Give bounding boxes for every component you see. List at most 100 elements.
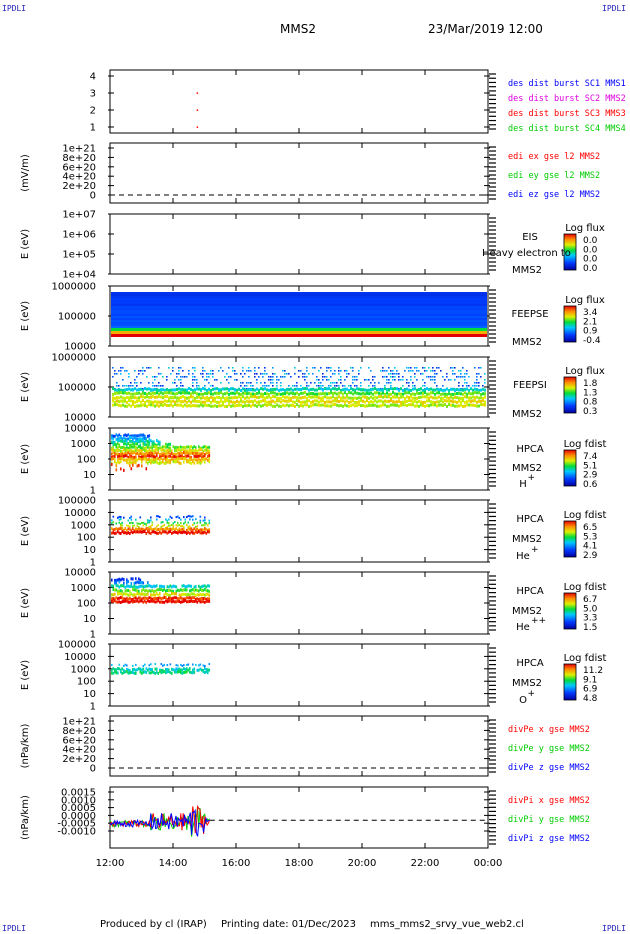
heatmap-cell-hpca-h bbox=[172, 445, 175, 449]
heatmap-cell-feepsi bbox=[132, 388, 134, 392]
heatmap-cell-hpca-he bbox=[177, 515, 179, 518]
heatmap-cell-hpca-h bbox=[139, 445, 142, 449]
heatmap-cell-hpca-he bbox=[195, 518, 197, 521]
heatmap-cell-feepsi bbox=[394, 379, 396, 381]
heatmap-cell-feepsi bbox=[322, 392, 324, 396]
heatmap-cell-feepsi bbox=[468, 403, 470, 407]
heatmap-cell-feepsi bbox=[386, 382, 388, 384]
heatmap-cell-feepsi bbox=[438, 395, 440, 399]
heatmap-cell-hpca-he2 bbox=[117, 597, 119, 601]
heatmap-cell-feepsi bbox=[260, 382, 262, 384]
heatmap-cell-feepsi bbox=[452, 400, 454, 404]
heatmap-cell-hpca-he2 bbox=[174, 596, 176, 600]
heatmap-cell-feepsi bbox=[382, 367, 384, 369]
heatmap-cell-hpca-h bbox=[141, 460, 143, 464]
heatmap-cell-hpca-he2 bbox=[180, 593, 182, 597]
heatmap-cell-feepsi bbox=[448, 379, 450, 381]
heatmap-cell-hpca-he2 bbox=[145, 588, 148, 592]
heatmap-cell-feepsi bbox=[352, 376, 354, 378]
heatmap-cell-hpca-he2 bbox=[124, 597, 127, 601]
heatmap-cell-feepsi bbox=[326, 367, 328, 369]
heatmap-cell-feepsi bbox=[428, 392, 430, 396]
heatmap-cell-hpca-h bbox=[186, 458, 188, 462]
heatmap-cell-hpca-he bbox=[145, 531, 148, 535]
heatmap-cell-hpca-h bbox=[132, 437, 134, 441]
ytick-label-hpca-o: 1 bbox=[90, 702, 96, 713]
heatmap-cell-feepsi bbox=[324, 400, 326, 404]
colorbar-tick-hpca-h: 2.9 bbox=[583, 471, 598, 481]
heatmap-cell-hpca-he bbox=[162, 525, 164, 528]
heatmap-cell-hpca-h bbox=[180, 454, 182, 458]
heatmap-cell-feepsi bbox=[354, 388, 356, 392]
heatmap-cell-feepsi bbox=[364, 379, 366, 381]
heatmap-cell-feepsi bbox=[340, 399, 342, 403]
heatmap-cell-feepsi bbox=[466, 373, 468, 375]
heatmap-cell-hpca-o bbox=[127, 668, 130, 672]
heatmap-cell-hpca-h bbox=[133, 455, 136, 459]
heatmap-cell-hpca-o bbox=[174, 670, 176, 674]
heatmap-cell-feepsi bbox=[338, 387, 340, 391]
heatmap-cell-feepsi bbox=[424, 395, 426, 399]
heatmap-cell-hpca-h bbox=[133, 449, 136, 453]
heatmap-cell-hpca-h bbox=[208, 460, 211, 464]
heatmap-cell-hpca-he2 bbox=[184, 585, 187, 589]
heatmap-cell-feepsi bbox=[206, 376, 208, 378]
heatmap-cell-hpca-he2 bbox=[118, 600, 121, 604]
heatmap-cell-hpca-he2 bbox=[139, 599, 142, 603]
heatmap-cell-feepsi bbox=[352, 399, 354, 403]
heatmap-feepsi bbox=[112, 367, 486, 408]
heatmap-cell-feepsi bbox=[484, 373, 486, 375]
heatmap-cell-hpca-o bbox=[198, 668, 200, 672]
heatmap-cell-hpca-he bbox=[162, 528, 164, 532]
heatmap-cell-hpca-he2 bbox=[184, 592, 187, 596]
heatmap-cell-feepsi bbox=[284, 373, 286, 375]
heatmap-cell-feepsi bbox=[348, 396, 350, 400]
heatmap-cell-feepsi bbox=[360, 382, 362, 384]
heatmap-cell-hpca-h bbox=[202, 445, 205, 449]
heatmap-cell-hpca-he bbox=[151, 528, 154, 532]
heatmap-cell-feepsi bbox=[296, 399, 298, 403]
heatmap-cell-hpca-he bbox=[198, 530, 200, 534]
heatmap-cell-hpca-he bbox=[165, 530, 167, 534]
heatmap-cell-hpca-he2 bbox=[207, 597, 209, 601]
heatmap-cell-feepsi bbox=[286, 391, 288, 395]
heatmap-cell-feepsi bbox=[154, 387, 156, 391]
heatmap-cell-feepsi bbox=[202, 387, 204, 391]
heatmap-cell-feepsi bbox=[472, 392, 474, 396]
heatmap-cell-feepsi bbox=[328, 367, 330, 369]
heatmap-cell-hpca-h bbox=[142, 448, 145, 452]
heatmap-cell-hpca-he bbox=[127, 524, 130, 527]
heatmap-cell-feepsi bbox=[300, 404, 302, 408]
heatmap-cell-hpca-h bbox=[166, 443, 169, 447]
heatmap-cell-feepsi bbox=[332, 387, 334, 391]
heatmap-cell-feepsi bbox=[306, 376, 308, 378]
heatmap-cell-hpca-he2 bbox=[145, 592, 148, 596]
heatmap-cell-hpca-he2 bbox=[189, 596, 191, 600]
heatmap-cell-hpca-h bbox=[144, 446, 146, 450]
heatmap-cell-feepsi bbox=[408, 382, 410, 384]
heatmap-cell-hpca-he2 bbox=[135, 581, 137, 585]
heatmap-cell-feepsi bbox=[428, 396, 430, 400]
heatmap-cell-hpca-h bbox=[204, 457, 206, 461]
heatmap-cell-hpca-he2 bbox=[139, 596, 142, 600]
heatmap-cell-feepsi bbox=[180, 385, 182, 387]
heatmap-cell-feepsi bbox=[338, 367, 340, 369]
heatmap-cell-feepsi bbox=[370, 391, 372, 395]
heatmap-cell-feepsi bbox=[124, 399, 126, 403]
heatmap-cell-feepsi bbox=[140, 404, 142, 408]
heatmap-cell-feepsi bbox=[452, 373, 454, 375]
heatmap-cell-feepsi bbox=[286, 395, 288, 399]
heatmap-cell-hpca-he2 bbox=[117, 600, 119, 604]
heatmap-cell-feepsi bbox=[144, 400, 146, 404]
heatmap-cell-hpca-he2 bbox=[114, 597, 116, 601]
heatmap-cell-hpca-h bbox=[147, 452, 149, 456]
species-label-hpca-o: O bbox=[519, 695, 527, 706]
heatmap-cell-feepsi bbox=[334, 370, 336, 372]
heatmap-cell-feepsi bbox=[220, 382, 222, 384]
heatmap-cell-hpca-h bbox=[159, 455, 161, 459]
heatmap-cell-feepsi bbox=[308, 395, 310, 399]
heatmap-cell-hpca-he2 bbox=[201, 600, 203, 604]
heatmap-cell-feepsi bbox=[386, 400, 388, 404]
heatmap-cell-hpca-h bbox=[204, 445, 206, 449]
heatmap-cell-hpca-h bbox=[205, 451, 208, 455]
